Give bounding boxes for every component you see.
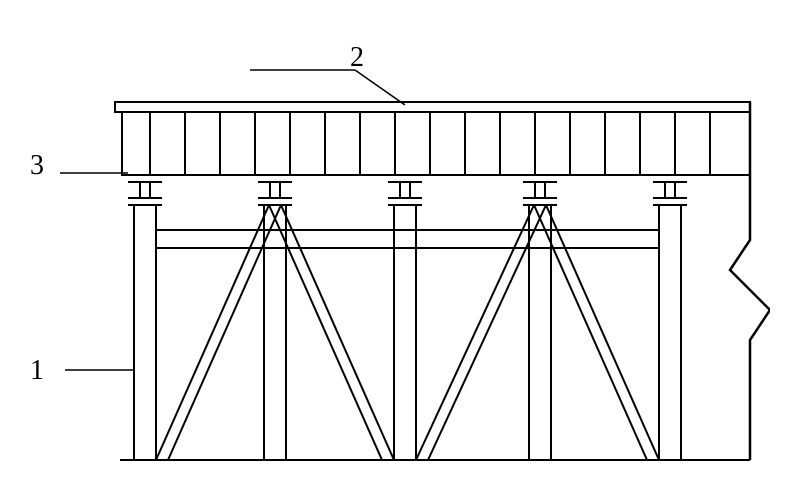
brace-1a — [156, 205, 269, 460]
column-3 — [394, 205, 416, 460]
columns — [134, 205, 681, 460]
supports — [128, 175, 687, 205]
horizontal-brace — [156, 230, 659, 248]
label-1: 1 — [30, 355, 44, 387]
diagonal-braces — [156, 205, 659, 460]
support-5 — [653, 175, 687, 205]
support-2 — [258, 175, 292, 205]
break-symbol — [730, 102, 770, 460]
support-1 — [128, 175, 162, 205]
brace-2d — [546, 205, 659, 460]
structural-diagram — [50, 30, 770, 480]
column-1 — [134, 205, 156, 460]
column-2 — [264, 205, 286, 460]
diagram-svg — [50, 30, 770, 480]
brace-2a — [416, 205, 534, 460]
support-4 — [523, 175, 557, 205]
label-3: 3 — [30, 150, 44, 182]
brace-1d — [281, 205, 394, 460]
column-4 — [529, 205, 551, 460]
top-beam — [115, 102, 750, 175]
label-2: 2 — [350, 42, 364, 74]
column-5 — [659, 205, 681, 460]
label-leaders — [60, 70, 405, 370]
support-3 — [388, 175, 422, 205]
